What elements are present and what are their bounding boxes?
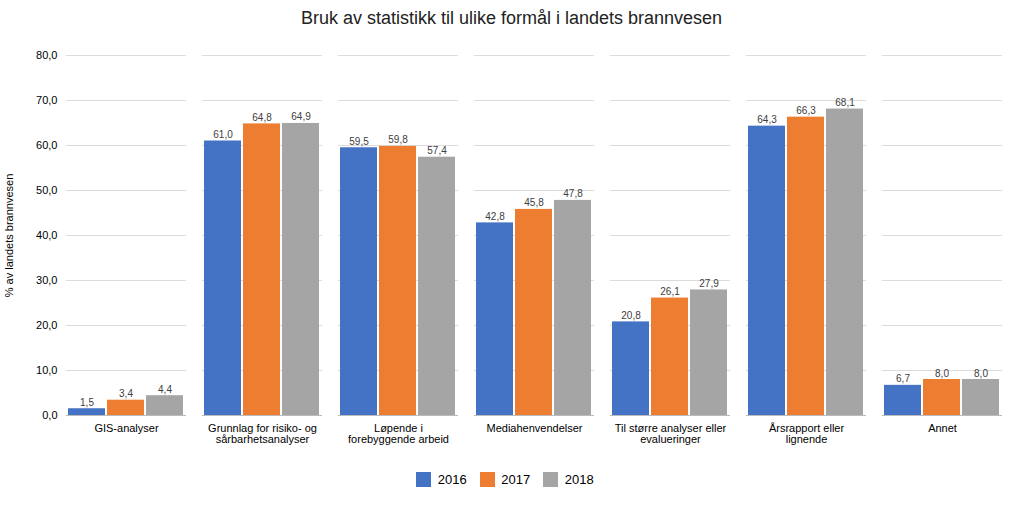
svg-text:% av landets brannvesen: % av landets brannvesen <box>3 174 15 298</box>
svg-text:61,0: 61,0 <box>213 129 233 140</box>
html-text:Bruk av statistikk til ulike f: Bruk av statistikk til ulike formål i la… <box>300 8 723 28</box>
svg-text:GIS-analyser: GIS-analyser <box>94 422 159 434</box>
svg-text:64,3: 64,3 <box>757 114 777 125</box>
svg-text:0,0: 0,0 <box>42 409 57 421</box>
svg-text:20,0: 20,0 <box>36 319 57 331</box>
svg-text:60,0: 60,0 <box>36 139 57 151</box>
svg-text:8,0: 8,0 <box>974 368 988 379</box>
svg-text:80,0: 80,0 <box>36 49 57 61</box>
svg-text:Årsrapport ellerlignende: Årsrapport ellerlignende <box>769 422 845 445</box>
svg-text:Grunnlag for risiko- ogsårbarh: Grunnlag for risiko- ogsårbarhetsanalyse… <box>208 422 317 445</box>
svg-text:42,8: 42,8 <box>485 211 505 222</box>
html-text:2016: 2016 <box>437 472 467 487</box>
svg-text:50,0: 50,0 <box>36 184 57 196</box>
svg-text:70,0: 70,0 <box>36 94 57 106</box>
svg-text:8,0: 8,0 <box>935 368 949 379</box>
svg-text:10,0: 10,0 <box>36 364 57 376</box>
svg-text:59,5: 59,5 <box>349 136 369 147</box>
svg-text:3,4: 3,4 <box>119 388 133 399</box>
svg-text:57,4: 57,4 <box>427 145 447 156</box>
svg-text:Annet: Annet <box>928 422 957 434</box>
svg-text:30,0: 30,0 <box>36 274 57 286</box>
svg-text:Løpende iforebyggende arbeid: Løpende iforebyggende arbeid <box>348 422 449 445</box>
svg-text:Til større analyser ellerevalu: Til større analyser ellerevalueringer <box>615 422 727 445</box>
svg-text:20,8: 20,8 <box>621 310 641 321</box>
svg-text:64,9: 64,9 <box>291 111 311 122</box>
svg-text:4,4: 4,4 <box>158 384 172 395</box>
svg-text:27,9: 27,9 <box>699 278 719 289</box>
svg-text:68,1: 68,1 <box>835 97 855 108</box>
html-text:2018: 2018 <box>564 472 594 487</box>
svg-text:26,1: 26,1 <box>660 286 680 297</box>
svg-text:59,8: 59,8 <box>388 134 408 145</box>
html-text:2017: 2017 <box>501 472 531 487</box>
svg-text:47,8: 47,8 <box>563 188 583 199</box>
svg-text:6,7: 6,7 <box>896 373 910 384</box>
svg-text:Mediahenvendelser: Mediahenvendelser <box>486 422 582 434</box>
svg-text:66,3: 66,3 <box>796 105 816 116</box>
svg-text:40,0: 40,0 <box>36 229 57 241</box>
svg-text:1,5: 1,5 <box>80 397 94 408</box>
svg-text:64,8: 64,8 <box>252 112 272 123</box>
svg-text:45,8: 45,8 <box>524 197 544 208</box>
